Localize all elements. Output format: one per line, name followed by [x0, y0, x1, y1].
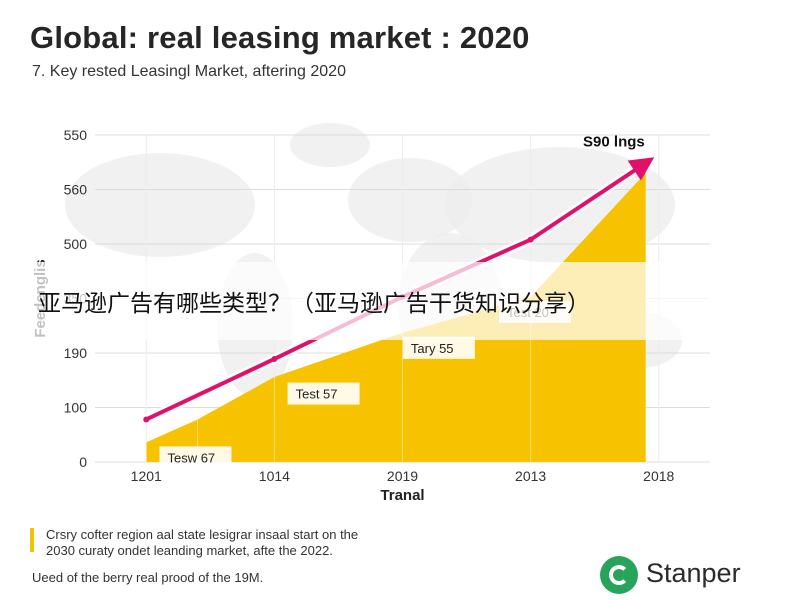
- line-point: [143, 416, 150, 423]
- page-title: Global: real leasing market : 2020: [30, 20, 530, 55]
- annotation-label-peak: S90 lngs: [583, 133, 645, 150]
- area-series-0: [146, 172, 646, 463]
- y-tick-label: 100: [64, 400, 88, 416]
- source-note: Ueed of the berry real prood of the 19M.: [32, 570, 264, 585]
- page-subtitle: 7. Key rested Leasingl Market, aftering …: [32, 63, 346, 80]
- annotation-label: Tary 55: [411, 341, 454, 356]
- line-point: [271, 355, 278, 362]
- annotation-label-bg: [402, 336, 475, 359]
- x-tick-label: 1201: [131, 468, 162, 484]
- x-axis-title: Tranal: [380, 487, 424, 504]
- x-tick-label: 2013: [515, 468, 546, 484]
- x-tick-label: 1014: [259, 468, 290, 484]
- footnote-accent-bar: [30, 528, 34, 552]
- y-tick-label: 0: [79, 454, 87, 470]
- annotation-label-bg: [287, 382, 360, 405]
- annotation-label-bg: [159, 446, 232, 469]
- x-tick-label: 2019: [387, 468, 418, 484]
- annotation-label: Test 57: [296, 387, 338, 402]
- line-point: [527, 236, 534, 243]
- y-tick-label: 550: [64, 127, 88, 143]
- line-point: [642, 159, 649, 166]
- y-tick-label: 560: [64, 182, 88, 198]
- footnote-line-1: Crsry cofter region aal state lesigrar i…: [46, 527, 359, 542]
- map-landmass-2: [348, 158, 472, 242]
- footnote-line-2: 2030 curaty ondet leanding market, afte …: [46, 543, 333, 558]
- brand-logo-text: Stanper: [646, 558, 741, 588]
- annotation-label: Tesw 67: [167, 450, 215, 465]
- footnote: Crsry cofter region aal state lesigrar i…: [46, 527, 566, 559]
- caption-overlay-text: 亚马逊广告有哪些类型？（亚马逊广告干货知识分享）: [38, 291, 590, 317]
- stanper-logo-icon: [600, 556, 638, 594]
- map-landmass-0: [65, 153, 255, 257]
- map-landmass-6: [290, 123, 370, 167]
- y-tick-label: 500: [64, 236, 88, 252]
- caption-band: [0, 262, 800, 340]
- x-tick-label: 2018: [643, 468, 674, 484]
- y-tick-label: 190: [64, 345, 88, 361]
